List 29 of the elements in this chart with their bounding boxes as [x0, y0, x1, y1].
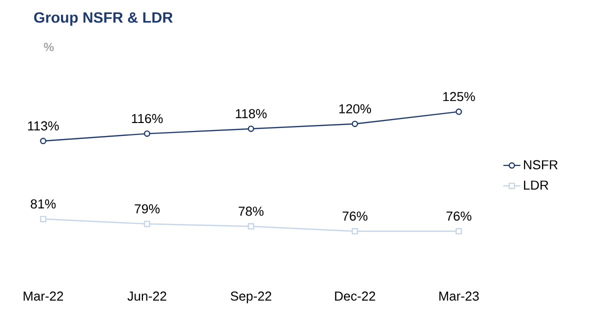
- point: [40, 138, 46, 144]
- chart-subtitle: %: [44, 42, 54, 52]
- data-label: 79%: [134, 204, 160, 214]
- chart-title: Group NSFR & LDR: [34, 12, 173, 26]
- data-label: 116%: [132, 114, 163, 124]
- data-label: 113%: [28, 121, 59, 130]
- point: [248, 223, 254, 230]
- data-label: 76%: [446, 212, 472, 221]
- point: [456, 228, 462, 234]
- data-label: 125%: [443, 92, 475, 102]
- point: [40, 216, 46, 222]
- x-tick-label: Sep-22: [230, 292, 272, 304]
- legend-label: NSFR: [524, 160, 558, 170]
- x-tick-label: Jun-22: [127, 292, 166, 301]
- data-label: 81%: [30, 199, 56, 209]
- point: [352, 120, 358, 128]
- data-label: 78%: [238, 206, 264, 216]
- x-tick-label: Dec-22: [335, 292, 376, 301]
- legend-label: LDR: [524, 180, 548, 190]
- x-tick-label: Mar-22: [24, 292, 64, 301]
- x-tick-label: Mar-23: [439, 292, 479, 301]
- data-label: 120%: [339, 104, 372, 114]
- point: [144, 220, 150, 228]
- point: [352, 228, 358, 234]
- data-label: 76%: [342, 212, 368, 221]
- data-label: 118%: [236, 109, 267, 118]
- point: [248, 126, 254, 132]
- point: [456, 108, 462, 115]
- point: [144, 130, 150, 137]
